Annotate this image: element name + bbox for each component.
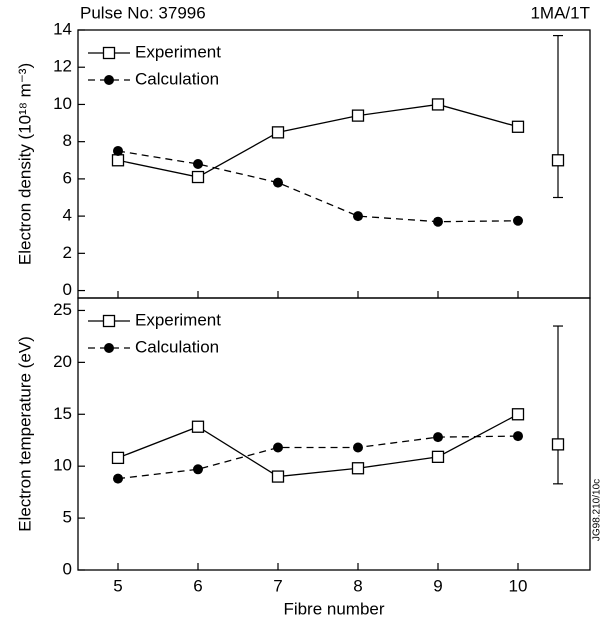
data-point [113, 145, 123, 156]
data-point [193, 159, 203, 169]
x-tick-label: 10 [509, 576, 528, 595]
y-tick-label: 8 [63, 131, 72, 150]
series-line [117, 435, 519, 480]
data-point [273, 442, 283, 453]
y-tick-label: 25 [53, 300, 72, 319]
data-point [511, 120, 525, 133]
data-point [193, 464, 203, 475]
y-tick-label: 5 [63, 508, 72, 527]
legend-marker [102, 314, 116, 328]
y-tick-label: 0 [63, 559, 72, 578]
chart-subtitle: 1MA/1T [530, 3, 590, 22]
y-tick-label: 0 [63, 280, 72, 299]
y-axis-label: Electron density (10¹⁸ m⁻³) [15, 63, 34, 265]
legend-label: Calculation [135, 337, 219, 356]
data-point [351, 462, 365, 475]
legend-label: Experiment [135, 310, 221, 329]
data-point [511, 408, 525, 421]
y-tick-label: 20 [53, 352, 72, 371]
legend-marker [104, 75, 114, 85]
legend-marker [104, 343, 114, 353]
data-point [433, 432, 443, 443]
data-point [513, 431, 523, 442]
data-point [111, 154, 125, 167]
x-tick-label: 9 [433, 576, 442, 595]
data-point [113, 473, 123, 484]
y-tick-label: 15 [53, 404, 72, 423]
y-tick-label: 14 [53, 19, 72, 38]
data-point [513, 215, 523, 226]
data-point [191, 420, 205, 433]
data-point [111, 451, 125, 465]
y-tick-label: 4 [63, 206, 72, 225]
data-point [433, 216, 443, 227]
legend-label: Calculation [135, 69, 219, 88]
x-tick-label: 7 [273, 576, 282, 595]
series-line [117, 413, 519, 478]
x-tick-label: 8 [353, 576, 362, 595]
y-tick-label: 12 [53, 57, 72, 76]
data-point [273, 177, 283, 188]
plot-frame [77, 297, 591, 571]
y-tick-label: 10 [53, 94, 72, 113]
data-point [353, 211, 363, 222]
x-axis-label: Fibre number [283, 599, 384, 618]
chart-title: Pulse No: 37996 [80, 3, 206, 22]
data-point [353, 442, 363, 453]
legend-marker [102, 46, 116, 60]
annotation: JG98.210/10c [592, 479, 603, 541]
data-point [191, 170, 205, 184]
x-tick-label: 6 [193, 576, 202, 595]
data-point [431, 450, 445, 463]
y-tick-label: 2 [63, 243, 72, 262]
data-point [271, 470, 285, 483]
x-tick-label: 5 [113, 576, 122, 595]
data-point [351, 109, 365, 122]
y-tick-label: 10 [53, 456, 72, 475]
error-bar-point [551, 438, 565, 451]
legend-label: Experiment [135, 42, 221, 61]
error-bar-point [551, 154, 565, 167]
data-point [431, 98, 445, 111]
y-tick-label: 6 [63, 168, 72, 187]
series-line [117, 103, 519, 178]
data-point [271, 126, 285, 139]
y-axis-label: Electron temperature (eV) [15, 336, 34, 532]
series-line [117, 150, 519, 223]
